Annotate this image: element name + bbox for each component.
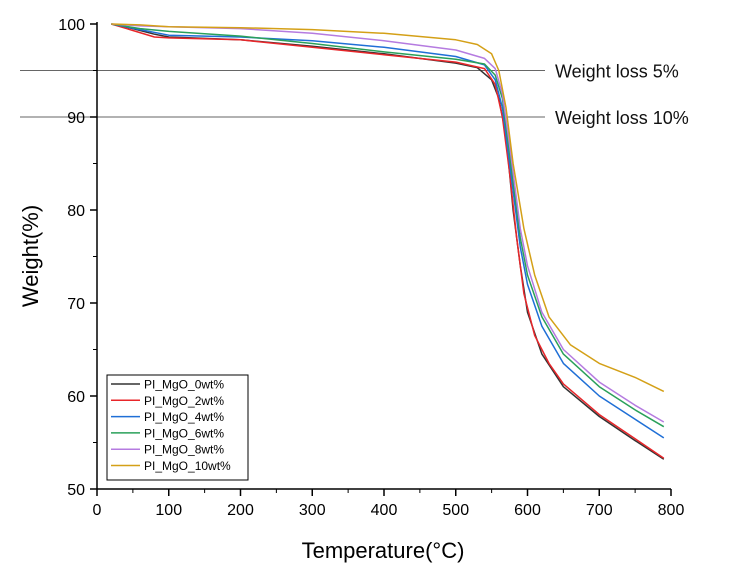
legend-label: PI_MgO_6wt% <box>144 426 224 440</box>
x-tick-label: 100 <box>155 502 182 519</box>
series-line <box>111 23 665 439</box>
x-tick-label: 0 <box>93 502 102 519</box>
legend: PI_MgO_0wt% PI_MgO_2wt% PI_MgO_4wt% PI_MgO_… <box>106 374 249 481</box>
series-line <box>111 23 665 393</box>
y-tick-label: 50 <box>67 482 85 499</box>
legend-label: PI_MgO_2wt% <box>144 394 224 408</box>
series-line <box>111 23 665 423</box>
x-tick-label: 400 <box>371 502 398 519</box>
series-line <box>111 23 665 459</box>
x-tick-label: 700 <box>586 502 613 519</box>
x-tick-label: 500 <box>442 502 469 519</box>
y-tick-label: 70 <box>67 296 85 313</box>
y-axis-label: Weight(%) <box>18 205 43 307</box>
y-tick-label: 80 <box>67 203 85 220</box>
y-tick-label: 100 <box>58 17 85 34</box>
legend-label: PI_MgO_4wt% <box>144 410 224 424</box>
x-axis-label: Temperature(°C) <box>302 538 465 563</box>
y-tick-label: 90 <box>67 110 85 127</box>
series-line <box>111 23 665 428</box>
reference-line-label: Weight loss 10% <box>555 108 689 128</box>
legend-box <box>106 374 249 481</box>
x-tick-label: 600 <box>514 502 541 519</box>
legend-label: PI_MgO_0wt% <box>144 378 224 392</box>
x-tick-label: 200 <box>227 502 254 519</box>
x-tick-label: 300 <box>299 502 326 519</box>
legend-label: PI_MgO_8wt% <box>144 443 224 457</box>
x-tick-label: 800 <box>658 502 685 519</box>
legend-label: PI_MgO_10wt% <box>144 459 231 473</box>
reference-line-label: Weight loss 5% <box>555 62 679 82</box>
y-tick-label: 60 <box>67 389 85 406</box>
